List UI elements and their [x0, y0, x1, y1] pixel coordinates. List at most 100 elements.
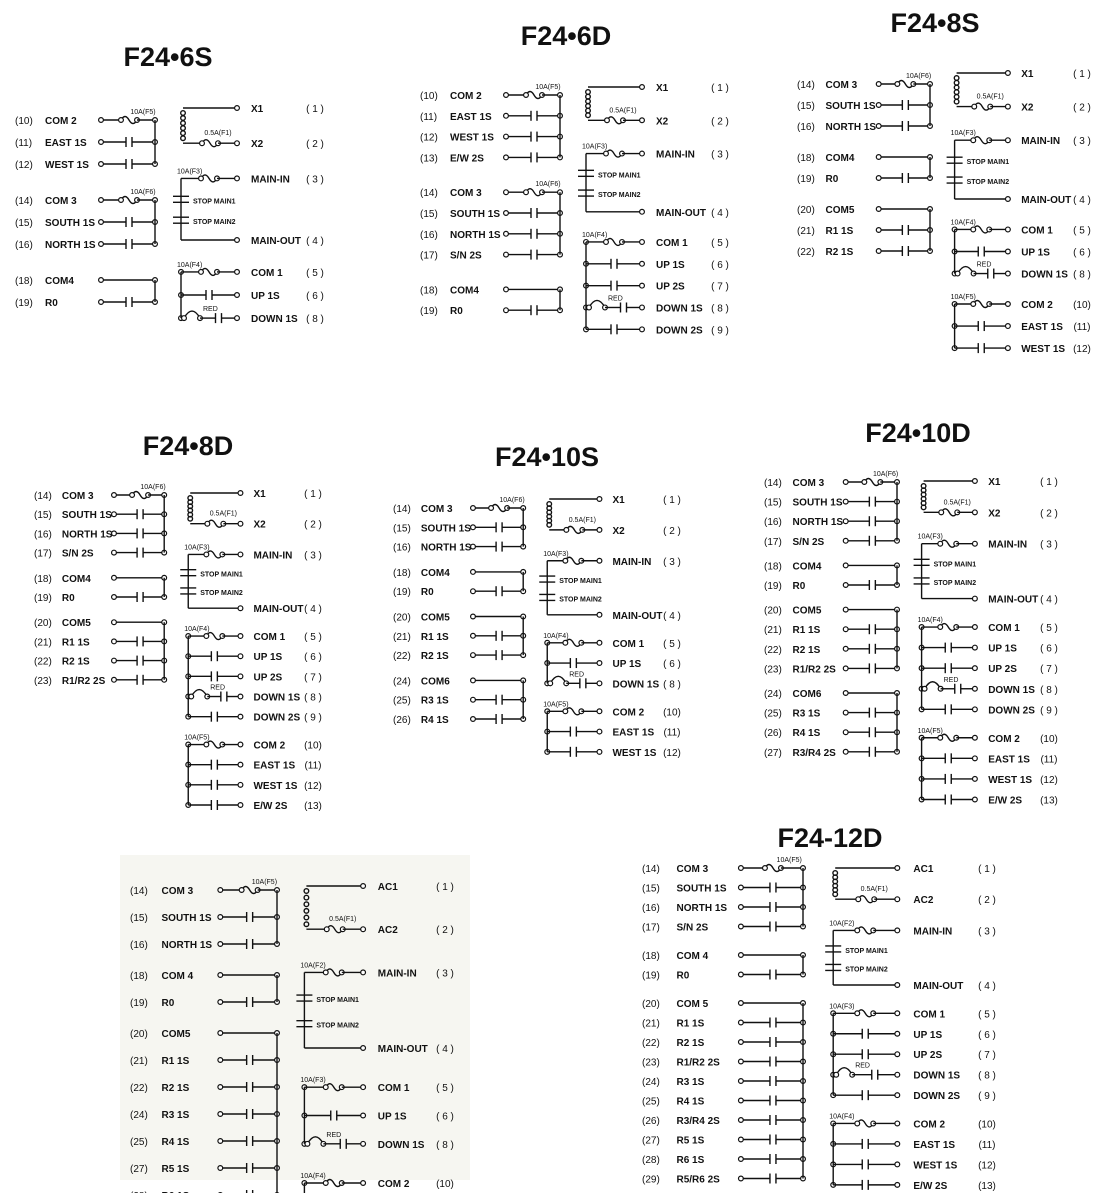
terminal-number: ( 7 ): [978, 1050, 996, 1061]
terminal: [1004, 301, 1011, 308]
terminal: [360, 882, 367, 889]
terminal-row: (17) S/N 2S: [764, 535, 900, 548]
terminal: [469, 632, 476, 639]
terminal: [842, 626, 849, 633]
terminal-number: ( 4 ): [436, 1044, 454, 1055]
terminal-label: COM 3: [450, 188, 482, 199]
terminal: [110, 574, 117, 581]
terminal-number: (14): [15, 196, 33, 207]
terminal: [833, 1071, 840, 1078]
terminal: [894, 1161, 901, 1168]
terminal-number: ( 1 ): [978, 864, 996, 875]
terminal-label: NORTH 1S: [162, 940, 213, 951]
terminal: [1004, 137, 1011, 144]
terminal: [547, 680, 554, 687]
terminal-label: COM 1: [251, 268, 283, 279]
terminal: [217, 1164, 224, 1171]
terminal-number: ( 6 ): [663, 659, 681, 670]
terminal-number: (18): [15, 276, 33, 287]
terminal-label: COM6: [421, 676, 450, 687]
terminal-number: ( 6 ): [1073, 248, 1091, 259]
terminal-label: X1: [656, 83, 669, 94]
diagram-title: F24•6D: [521, 21, 612, 51]
terminal: [110, 511, 117, 518]
terminal: [603, 117, 610, 124]
terminal-label: DOWN 1S: [251, 314, 298, 325]
fuse-rating: 0.5A(F1): [977, 94, 1004, 101]
terminal: [237, 781, 244, 788]
terminal-number: (20): [764, 606, 782, 617]
terminal-label: MAIN-IN: [251, 174, 290, 185]
terminal-label: COM 2: [450, 91, 482, 102]
terminal: [875, 248, 882, 255]
terminal-label: R5 1S: [162, 1164, 190, 1175]
terminal-number: (29): [642, 1175, 660, 1186]
input-group: (14) COM 3 10A(F6) (15) SOUTH 1S (16) NORTH 1S: [15, 189, 159, 251]
terminal-number: (10): [978, 1119, 996, 1130]
terminal-row: (19) R0: [34, 592, 168, 604]
terminal-number: (27): [764, 748, 782, 759]
terminal-number: (19): [764, 581, 782, 592]
terminal-number: (19): [642, 971, 660, 982]
terminal: [469, 568, 476, 575]
terminal-label: X1: [1021, 69, 1034, 80]
terminal-number: ( 5 ): [1073, 225, 1091, 236]
terminal-row: (18) COM4: [15, 276, 159, 287]
terminal: [596, 748, 603, 755]
fuse-rating: 10A(F5): [777, 857, 802, 864]
terminal: [217, 1137, 224, 1144]
terminal-number: ( 1 ): [436, 882, 454, 893]
coil-icon: [187, 515, 194, 522]
terminal-row: (24) R3 1S: [642, 1076, 806, 1088]
terminal: [360, 926, 367, 933]
terminal-row: (16) NORTH 1S: [130, 939, 281, 951]
terminal: [894, 981, 901, 988]
terminal-label: COM 5: [677, 999, 709, 1010]
terminal: [503, 251, 510, 258]
terminal: [971, 644, 978, 651]
terminal-label: COM 1: [253, 632, 285, 643]
main-circuit: 10A(F2) STOP MAIN1 STOP MAIN2 MAIN-IN ( 3 ) M…: [296, 962, 454, 1055]
terminal-label: R0: [677, 971, 690, 982]
stop-label: STOP MAIN1: [316, 997, 359, 1004]
diagram-title: F24•8S: [890, 8, 979, 38]
terminal: [737, 1038, 744, 1045]
terminal-number: (14): [420, 188, 438, 199]
fuse-rating: 0.5A(F1): [569, 517, 596, 524]
main-circuit: 10A(F3) STOP MAIN1 STOP MAIN2 MAIN-IN ( 3 ) M…: [578, 144, 729, 219]
terminal-row: (20) COM 5: [642, 999, 806, 1010]
terminal: [938, 509, 945, 516]
fuse-symbol: [896, 79, 914, 89]
terminal-label: SOUTH 1S: [450, 209, 500, 220]
stop-label: STOP MAIN2: [598, 192, 641, 199]
terminal-label: NORTH 1S: [62, 529, 113, 540]
terminal-label: WEST 1S: [612, 748, 656, 759]
terminal-label: R1 1S: [793, 625, 821, 636]
terminal-label: COM5: [62, 618, 91, 629]
terminal-label: COM 1: [913, 1009, 945, 1020]
coil-icon: [585, 107, 592, 114]
terminal-row: (21) R1 1S: [34, 636, 168, 648]
terminal: [894, 927, 901, 934]
terminal-number: ( 1 ): [304, 489, 322, 500]
terminal-label: COM 1: [1021, 225, 1053, 236]
terminal-label: UP 1S: [251, 291, 280, 302]
coil-icon: [303, 914, 310, 921]
terminal-label: AC2: [913, 895, 933, 906]
output-group: 10A(F4) COM 1 ( 5 ) UP 1S ( 6 ) RED DOWN 1S ( 8…: [543, 633, 681, 691]
input-group: (24) COM6 (25) R3 1S (26) R4 1S (27) R3/R4 2S: [764, 689, 900, 759]
terminal: [469, 613, 476, 620]
terminal-label: NORTH 1S: [793, 517, 844, 528]
terminal-row: (21) R1 1S: [393, 630, 527, 643]
terminal-label: MAIN-OUT: [251, 236, 301, 247]
fuse-rating: 10A(F4): [951, 219, 976, 226]
fuse-rating: 10A(F3): [582, 144, 607, 151]
fuse-rating: 10A(F3): [184, 544, 209, 551]
terminal-number: ( 9 ): [304, 713, 322, 724]
terminal-number: (22): [393, 651, 411, 662]
input-group: (14) COM 3 10A(F5) (15) SOUTH 1S (16) NORTH 1S…: [642, 857, 806, 934]
terminal-label: R0: [793, 581, 806, 592]
terminal: [522, 91, 529, 98]
terminal-label: R2 1S: [162, 1083, 190, 1094]
terminal-label: X2: [988, 508, 1001, 519]
